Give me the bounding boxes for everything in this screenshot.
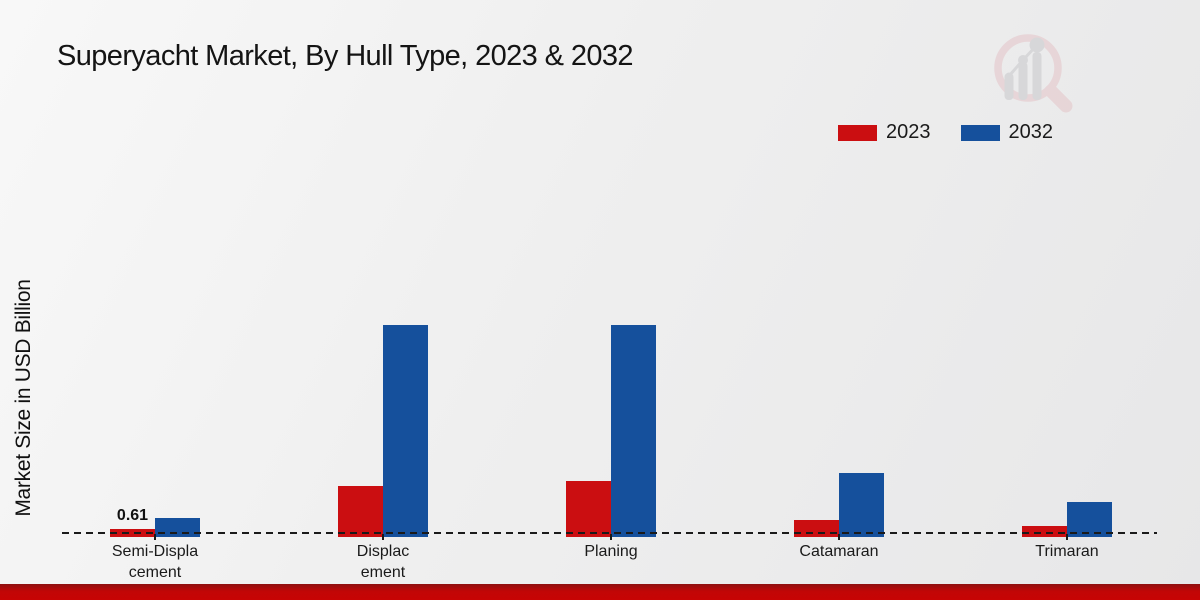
legend-item-2032: 2032 [960, 121, 1054, 144]
bottom-stripe [0, 584, 1200, 600]
legend-swatch-2032 [960, 124, 1000, 141]
bar-2032-trimaran [1067, 502, 1112, 537]
bar-2023-catamaran [794, 519, 839, 537]
bar-2032-catamaran [839, 473, 884, 537]
page-title: Superyacht Market, By Hull Type, 2023 & … [57, 40, 634, 72]
bar-2032-displacement [383, 325, 428, 537]
x-axis-tick [382, 534, 384, 540]
legend-label-2032: 2032 [1008, 121, 1054, 143]
bar-2032-planing [611, 325, 656, 537]
category-label-semi-displacement: Semi-Displa cement [111, 543, 199, 581]
legend-swatch-2023 [838, 124, 877, 141]
category-label-trimaran: Trimaran [1035, 543, 1099, 560]
bar-2023-planing [566, 481, 611, 537]
x-axis-tick [610, 534, 612, 540]
category-label-displacement: Displac ement [356, 543, 410, 581]
x-axis-tick [1066, 534, 1068, 540]
x-axis-tick [154, 534, 156, 540]
x-axis-baseline [62, 532, 1157, 534]
legend: 2023 2032 [838, 121, 1053, 144]
x-axis-tick [838, 534, 840, 540]
legend-label-2023: 2023 [886, 121, 931, 143]
legend-item-2023: 2023 [838, 121, 931, 144]
bar-2032-semi-displacement [155, 517, 200, 537]
category-label-catamaran: Catamaran [799, 543, 879, 560]
category-label-planing: Planing [584, 543, 638, 560]
bar-2023-trimaran [1022, 526, 1067, 537]
bar-2023-displacement [338, 485, 383, 537]
value-label: 0.61 [116, 506, 149, 524]
